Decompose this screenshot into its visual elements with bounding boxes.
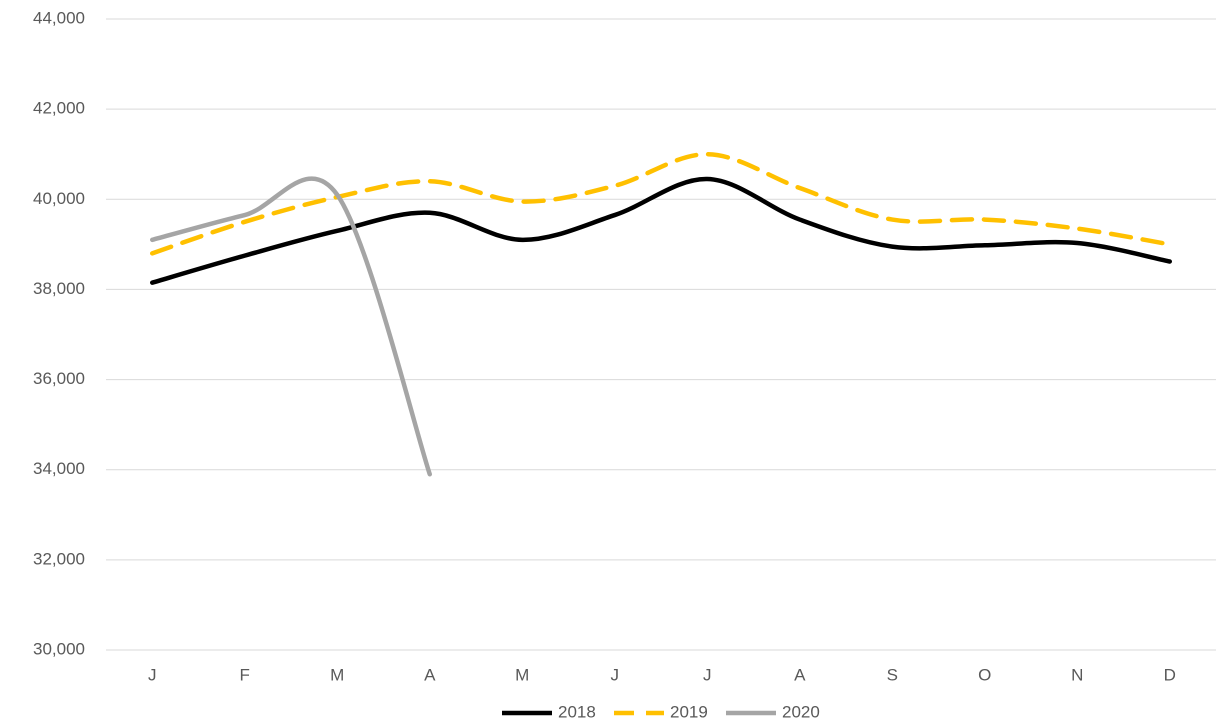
y-tick-label: 34,000 [33,459,85,478]
y-tick-label: 40,000 [33,189,85,208]
series-line [150,151,1172,256]
y-tick-label: 44,000 [33,8,85,27]
x-tick-label: S [887,665,898,684]
y-tick-label: 38,000 [33,279,85,298]
y-tick-label: 32,000 [33,549,85,568]
x-tick-label: A [424,665,436,684]
y-tick-label: 36,000 [33,369,85,388]
x-tick-label: A [794,665,806,684]
legend-label: 2020 [782,702,820,721]
legend-label: 2018 [558,702,596,721]
legend-label: 2019 [670,702,708,721]
series-line [150,176,1172,285]
x-tick-label: N [1071,665,1083,684]
series-line [150,176,432,477]
x-tick-label: M [330,665,344,684]
x-tick-label: F [240,665,250,684]
x-tick-label: M [515,665,529,684]
y-tick-label: 42,000 [33,99,85,118]
y-tick-label: 30,000 [33,639,85,658]
x-tick-label: J [148,665,157,684]
x-tick-label: O [978,665,991,684]
x-tick-label: J [611,665,620,684]
x-tick-label: D [1164,665,1176,684]
x-tick-label: J [703,665,712,684]
